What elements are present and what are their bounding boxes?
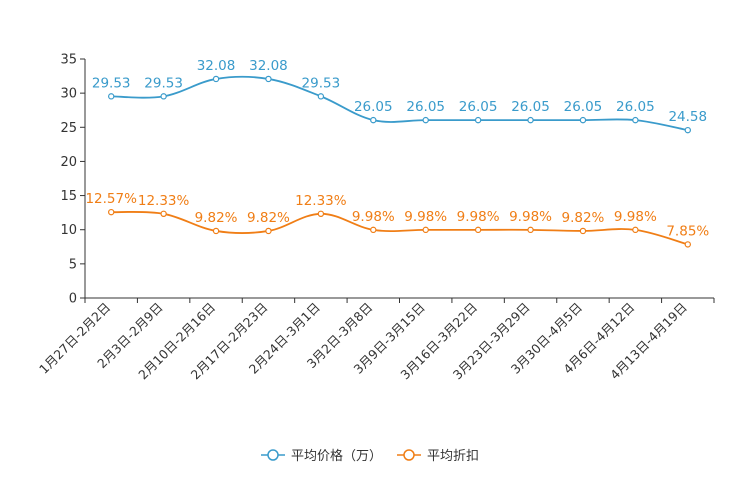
legend-discount-marker-icon — [403, 449, 415, 461]
data-label: 9.82% — [195, 210, 238, 226]
data-point — [317, 93, 325, 100]
data-label: 24.58 — [668, 109, 707, 125]
data-label: 32.08 — [197, 58, 236, 74]
data-point — [684, 126, 691, 134]
series-price-line — [111, 75, 688, 132]
data-label: 9.98% — [614, 209, 657, 225]
data-label: 12.33% — [138, 193, 190, 209]
data-point — [317, 210, 325, 218]
data-label: 9.98% — [404, 209, 447, 225]
y-tick-label: 0 — [69, 292, 77, 307]
data-point — [212, 75, 220, 83]
data-point — [108, 208, 115, 216]
data-label: 9.98% — [509, 209, 552, 225]
legend-item-price[interactable]: 平均价格（万） — [261, 448, 382, 464]
legend-price-label: 平均价格（万） — [291, 448, 382, 464]
data-label: 26.05 — [406, 99, 445, 115]
y-tick-label: 30 — [60, 87, 77, 102]
y-tick-label: 20 — [60, 155, 77, 170]
data-point — [579, 116, 587, 124]
series-discount-line — [111, 210, 689, 246]
legend-discount-label: 平均折扣 — [427, 449, 479, 464]
data-point — [422, 116, 429, 124]
data-label: 7.85% — [666, 223, 709, 239]
legend: 平均价格（万） 平均折扣 — [261, 448, 479, 464]
data-label: 26.05 — [616, 99, 655, 115]
data-label: 32.08 — [249, 58, 288, 74]
data-label: 26.05 — [354, 99, 393, 115]
data-label: 9.98% — [352, 209, 395, 225]
data-label: 9.82% — [247, 210, 290, 226]
data-point — [684, 241, 691, 248]
data-point — [579, 227, 587, 235]
data-label: 26.05 — [511, 99, 550, 115]
data-point — [632, 116, 639, 124]
legend-price-marker-icon — [267, 449, 279, 461]
data-label: 26.05 — [459, 99, 498, 115]
data-label: 12.33% — [295, 193, 347, 209]
data-point — [160, 210, 167, 218]
series-layer: 29.53 29.53 32.08 32.08 29.53 26.05 26.05 26.05… — [85, 58, 709, 248]
series-price: 29.53 29.53 32.08 32.08 29.53 26.05 26.05 26.05… — [92, 58, 707, 134]
y-tick-label: 15 — [60, 189, 77, 204]
y-tick-label: 35 — [60, 53, 77, 68]
y-tick-label: 25 — [60, 121, 77, 136]
data-point — [212, 227, 220, 235]
data-point — [370, 226, 377, 234]
data-point — [474, 116, 482, 124]
data-point — [527, 116, 534, 124]
data-label: 29.53 — [144, 75, 183, 91]
data-point — [422, 226, 429, 234]
data-point — [160, 93, 167, 100]
series-discount: 12.57% 12.33%9.82% 9.82%12.33%9.98% 9.98% 9.… — [85, 191, 709, 248]
data-label: 9.98% — [457, 209, 500, 225]
y-tick-label: 5 — [69, 257, 77, 272]
data-point — [265, 227, 272, 235]
y-axis: 0 5 10 15 20 25 30 35 — [60, 53, 86, 307]
data-point — [632, 226, 639, 234]
data-point — [108, 93, 115, 100]
data-point — [474, 226, 482, 234]
data-label: 9.82% — [562, 210, 605, 226]
data-point — [370, 116, 377, 124]
x-axis: 1月27日-2月2日2月3日-2月9日2月10日-2月16日2月17日-2月23… — [36, 297, 715, 382]
y-tick-label: 10 — [60, 223, 77, 238]
data-label: 29.53 — [92, 75, 131, 91]
legend-item-discount[interactable]: 平均折扣 — [397, 449, 479, 464]
data-point — [265, 75, 272, 83]
data-label: 12.57% — [85, 191, 137, 207]
data-label: 29.53 — [302, 75, 341, 91]
data-label: 26.05 — [564, 99, 603, 115]
data-point — [527, 226, 534, 234]
